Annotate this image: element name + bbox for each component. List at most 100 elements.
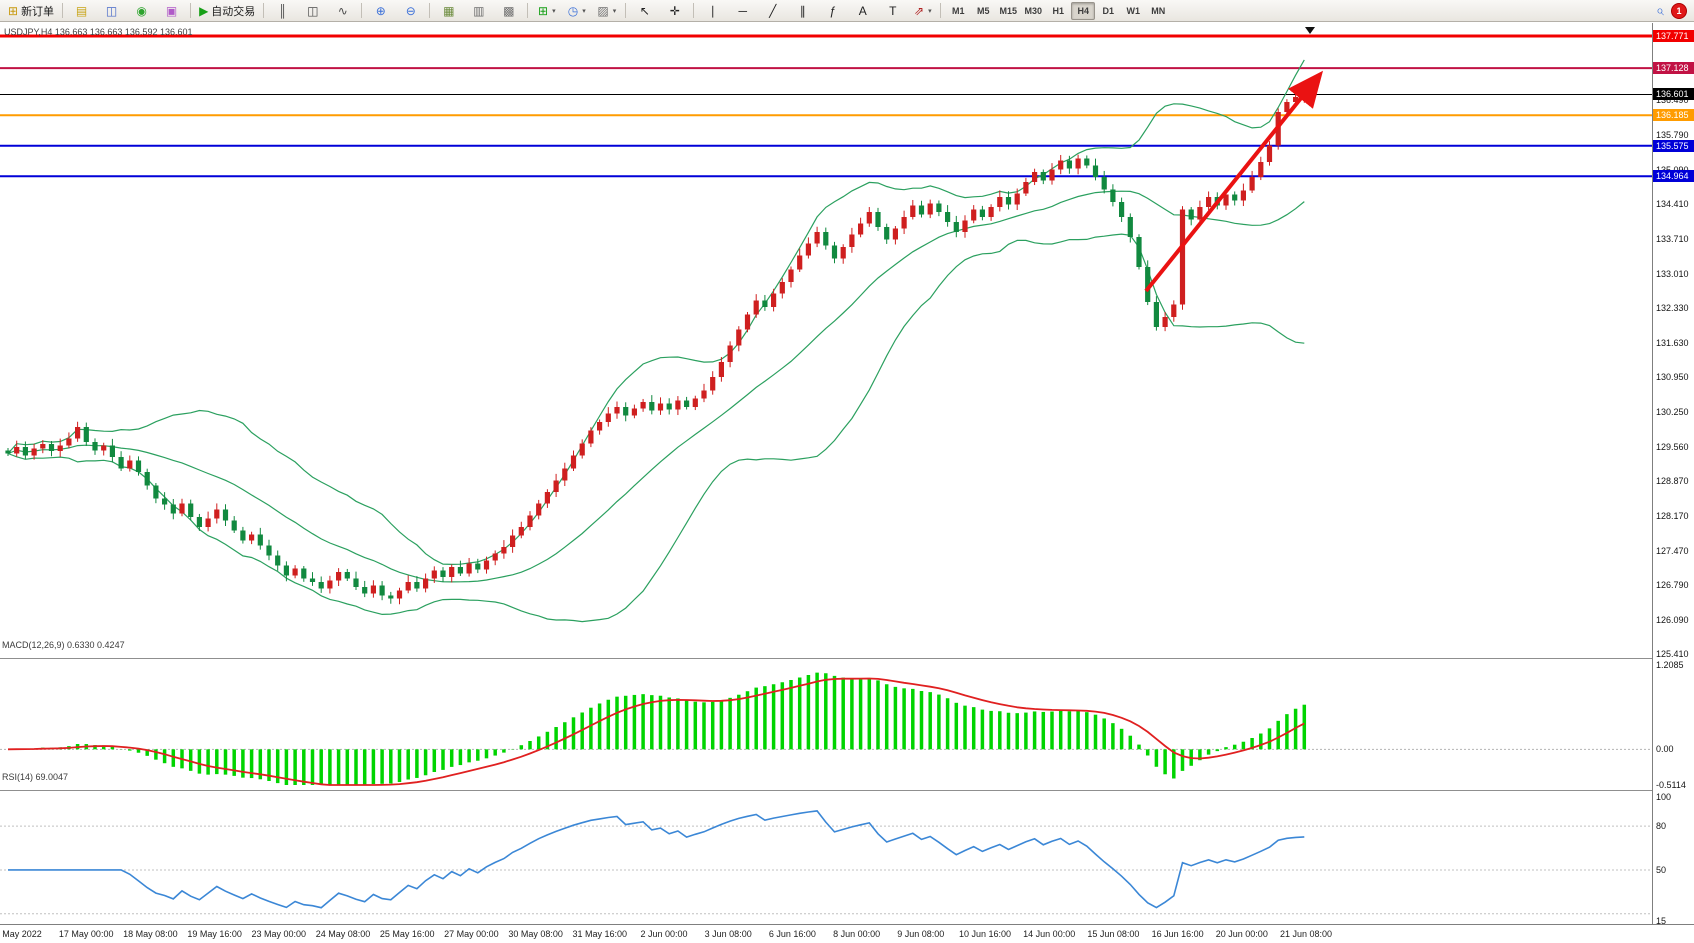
level-lines[interactable]	[0, 34, 1652, 178]
price-tag-137.771: 137.771	[1653, 29, 1694, 42]
shapes-button[interactable]: ⇗ ▾	[908, 1, 937, 21]
market-watch-icon: ▤	[75, 3, 88, 18]
arrange-windows-icon: ▥	[473, 3, 485, 18]
time-tick-label: 20 Jun 00:00	[1215, 929, 1268, 939]
notification-badge[interactable]: 1	[1671, 2, 1687, 19]
bollinger-bands	[7, 59, 1305, 623]
bar-marker-icon	[1305, 27, 1315, 34]
chevron-down-icon: ▾	[612, 7, 617, 15]
fibonacci-icon: ƒ	[829, 3, 837, 18]
navigator-button[interactable]: ◉	[127, 1, 156, 21]
fibonacci-button[interactable]: ƒ	[818, 1, 847, 21]
time-tick-label: 30 May 08:00	[508, 929, 563, 939]
cursor-icon: ↖	[639, 3, 650, 18]
timeframe-toolbar: M1 M5 M15 M30 H1 H4 D1 W1 MN	[946, 1, 1170, 20]
rsi-scale-label: 15	[1656, 916, 1667, 926]
timeframe-m30[interactable]: M30	[1024, 5, 1043, 16]
indicators-button[interactable]: ▨ ▾	[592, 1, 621, 21]
timeframe-h4[interactable]: H4	[1071, 1, 1096, 20]
auto-trading-button[interactable]: ▶ 自动交易	[195, 1, 259, 21]
data-window-icon: ◫	[105, 3, 118, 18]
symbol-ohlc-label: USDJPY,H4 136.663 136.663 136.592 136.60…	[4, 27, 193, 37]
new-chart-icon: ⊞	[538, 3, 549, 18]
time-tick-label: 23 May 00:00	[251, 929, 307, 939]
macd-histogram	[14, 672, 1307, 785]
line-chart-button[interactable]: ∿	[328, 1, 357, 21]
chevron-down-icon: ▾	[552, 7, 556, 15]
toolbar-right: ⌕ 1	[1656, 2, 1690, 19]
new-order-icon: ⊞	[8, 3, 19, 18]
trendline-button[interactable]: ╱	[758, 1, 787, 21]
tile-windows-icon: ▦	[443, 3, 455, 18]
timeframe-d1[interactable]: D1	[1102, 5, 1115, 16]
time-tick-label: 18 May 08:00	[123, 929, 178, 939]
timeframe-w1[interactable]: W1	[1126, 5, 1141, 16]
time-axis[interactable]: May 2022 17 May 00:00 18 May 08:00 19 May 1…	[0, 924, 1694, 943]
cursor-button[interactable]: ↖	[630, 1, 659, 21]
rsi-scale-label: 100	[1656, 792, 1672, 802]
zoom-in-icon: ⊕	[375, 3, 386, 18]
data-window-button[interactable]: ◫	[97, 1, 126, 21]
zoom-in-button[interactable]: ⊕	[366, 1, 395, 21]
chart-region[interactable]: USDJPY,H4 136.663 136.663 136.592 136.60…	[0, 23, 1652, 924]
toolbar-groups: ⊞ 新订单 ▤ ◫ ◉ ▣ ▶ 自动交易 ║ ◫ ∿ ⊕ ⊖ ▦ ▥ ▩ ⊞ ▾ ◷ ▾ ▨ ▾ ↖ ✛ ∣ ─ ╱ ∥ ƒ A T ⇗ ▾	[4, 1, 937, 21]
arrange-windows-button[interactable]: ▥	[464, 1, 493, 21]
price-tick-label: 131.630	[1656, 338, 1689, 348]
toolbar-separator	[693, 3, 695, 18]
price-tick-label: 135.790	[1656, 130, 1689, 140]
price-tick-label: 126.790	[1656, 580, 1689, 590]
vertical-line-button[interactable]: ∣	[698, 1, 727, 21]
periods-icon: ◷	[567, 3, 579, 18]
rsi-scale-label: 80	[1656, 821, 1667, 832]
bar-chart-icon: ║	[278, 3, 288, 18]
periods-button[interactable]: ◷ ▾	[562, 1, 591, 21]
timeframe-mn[interactable]: MN	[1151, 5, 1166, 16]
time-tick-label: 10 Jun 16:00	[958, 929, 1012, 939]
price-tag-136.185: 136.185	[1653, 109, 1694, 122]
toolbar-separator	[429, 3, 431, 18]
time-tick-label: May 2022	[2, 929, 42, 939]
time-tick-label: 25 May 16:00	[379, 929, 435, 939]
candlestick-chart-button[interactable]: ◫	[298, 1, 327, 21]
bollinger-middle-band	[7, 190, 1305, 583]
price-tick-label: 125.410	[1656, 649, 1689, 659]
indicators-icon: ▨	[597, 3, 609, 18]
search-icon[interactable]: ⌕	[1656, 2, 1664, 18]
chevron-down-icon: ▾	[928, 7, 932, 15]
bar-chart-button[interactable]: ║	[268, 1, 297, 21]
new-order-button[interactable]: ⊞ 新订单	[4, 1, 58, 21]
timeframe-m15[interactable]: M15	[999, 5, 1018, 16]
toolbar-separator	[527, 3, 529, 18]
market-watch-button[interactable]: ▤	[67, 1, 96, 21]
price-tick-label: 126.090	[1656, 615, 1689, 625]
price-axis[interactable]: 136.490135.790135.090134.410133.710133.0…	[1652, 23, 1694, 926]
time-tick-label: 9 Jun 08:00	[897, 929, 945, 939]
zoom-out-button[interactable]: ⊖	[396, 1, 425, 21]
price-tick-label: 129.560	[1656, 441, 1689, 452]
cascade-windows-button[interactable]: ▩	[494, 1, 523, 21]
vertical-line-icon: ∣	[709, 3, 716, 18]
terminal-button[interactable]: ▣	[157, 1, 186, 21]
text-icon: A	[858, 3, 867, 18]
time-tick-label: 31 May 16:00	[572, 929, 628, 939]
channel-button[interactable]: ∥	[788, 1, 817, 21]
tile-windows-button[interactable]: ▦	[434, 1, 463, 21]
text-button[interactable]: A	[848, 1, 877, 21]
crosshair-icon: ✛	[669, 3, 680, 18]
timeframe-h1[interactable]: H1	[1052, 5, 1065, 16]
toolbar-separator	[62, 3, 64, 18]
time-tick-label: 15 Jun 08:00	[1087, 929, 1140, 939]
time-tick-label: 21 Jun 08:00	[1279, 929, 1333, 939]
new-chart-button[interactable]: ⊞ ▾	[532, 1, 561, 21]
toolbar-separator	[625, 3, 627, 18]
timeframe-m5[interactable]: M5	[977, 5, 990, 16]
macd-label: MACD(12,26,9) 0.6330 0.4247	[2, 640, 125, 650]
timeframe-m1[interactable]: M1	[952, 5, 965, 16]
crosshair-button[interactable]: ✛	[660, 1, 689, 21]
trend-arrow[interactable]	[1144, 70, 1324, 293]
horizontal-line-button[interactable]: ─	[728, 1, 757, 21]
price-tick-label: 130.250	[1656, 407, 1689, 417]
time-tick-label: 19 May 16:00	[187, 929, 242, 939]
text-label-button[interactable]: T	[878, 1, 907, 21]
chart-plot[interactable]	[0, 23, 1652, 924]
